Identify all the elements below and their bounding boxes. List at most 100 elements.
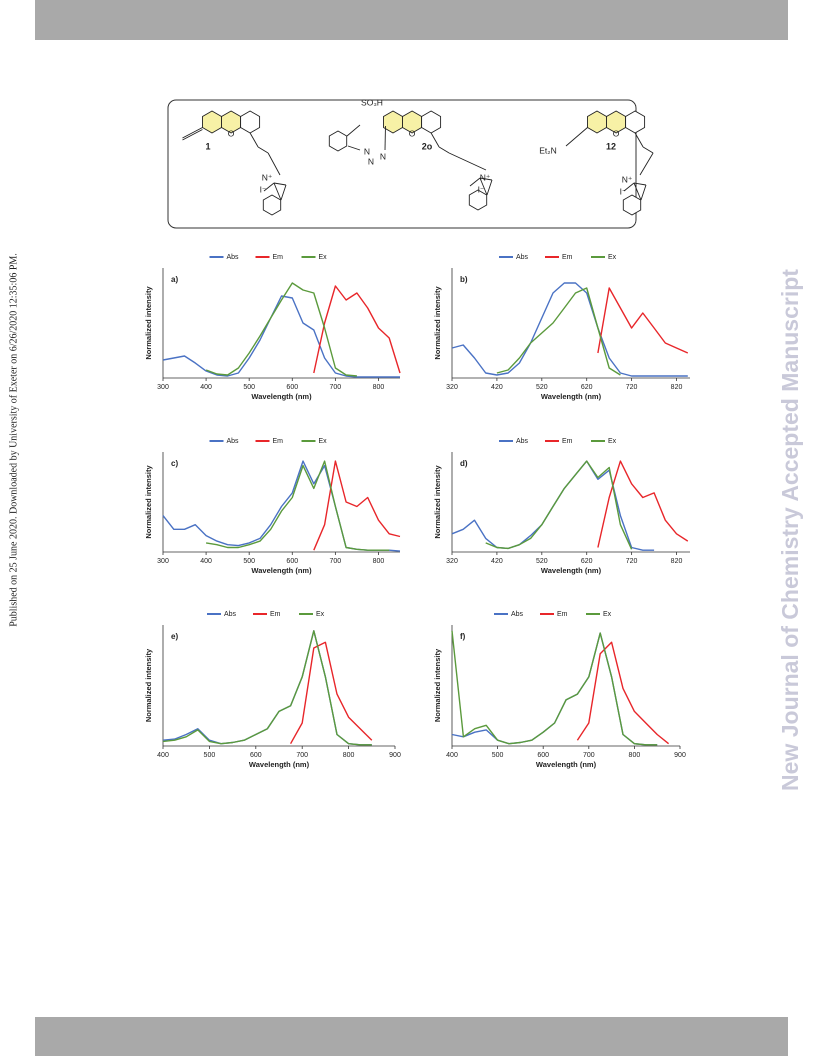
- x-tick-label: 600: [286, 384, 298, 391]
- bond: [469, 177, 481, 187]
- ring: [262, 194, 282, 216]
- series-line: [451, 282, 688, 377]
- x-axis-label: Wavelength (nm): [251, 566, 312, 575]
- x-tick-label: 800: [373, 558, 385, 565]
- chart-title: e): [171, 632, 178, 641]
- x-tick-label: 400: [200, 558, 212, 565]
- legend-label: Abs: [516, 254, 529, 261]
- x-tick-label: 900: [674, 752, 686, 759]
- series-line: [451, 630, 658, 746]
- x-tick-label: 600: [537, 752, 549, 759]
- watermark: New Journal of Chemistry Accepted Manusc…: [777, 269, 803, 791]
- bond: [639, 152, 654, 176]
- bond: [347, 145, 361, 151]
- x-tick-label: 500: [204, 752, 216, 759]
- x-tick-label: 500: [492, 752, 504, 759]
- x-axis-label: Wavelength (nm): [536, 760, 597, 769]
- ring: [421, 110, 442, 134]
- compound-label: 2o: [422, 141, 433, 151]
- legend-label: Em: [273, 438, 284, 445]
- series-line: [597, 460, 689, 548]
- bond: [273, 182, 287, 186]
- bond: [267, 152, 281, 176]
- x-tick-label: 700: [330, 384, 342, 391]
- legend-label: Ex: [319, 254, 328, 261]
- bond: [633, 182, 642, 201]
- x-tick-label: 400: [157, 752, 169, 759]
- header-bar: [35, 0, 788, 40]
- y-axis-label: Normalized intensity: [144, 648, 153, 722]
- bond: [479, 177, 493, 181]
- x-tick-label: 800: [373, 384, 385, 391]
- series-line: [313, 460, 401, 551]
- legend-label: Ex: [603, 611, 612, 618]
- bond: [273, 182, 282, 201]
- x-tick-label: 700: [583, 752, 595, 759]
- x-axis-label: Wavelength (nm): [249, 760, 310, 769]
- x-tick-label: 720: [626, 558, 638, 565]
- bond: [263, 182, 275, 192]
- x-tick-label: 620: [581, 558, 593, 565]
- atom-label: I⁻: [620, 186, 627, 196]
- y-axis-label: Normalized intensity: [433, 648, 442, 722]
- atom-label: I⁻: [260, 184, 267, 194]
- bond: [623, 182, 635, 192]
- x-tick-label: 500: [243, 384, 255, 391]
- atom-label: N: [364, 146, 370, 156]
- bond: [448, 152, 487, 171]
- x-tick-label: 700: [296, 752, 308, 759]
- chart-title: c): [171, 459, 178, 468]
- bond: [438, 146, 450, 154]
- x-tick-label: 600: [286, 558, 298, 565]
- series-line: [162, 460, 401, 552]
- atom-label: N: [380, 151, 386, 161]
- atom-label: Et₂N: [539, 145, 556, 155]
- x-tick-label: 300: [157, 558, 169, 565]
- compound-label: 12: [606, 141, 616, 151]
- atom-label: N: [368, 156, 374, 166]
- ring: [383, 110, 403, 134]
- atom-label: SO₃H: [361, 97, 383, 107]
- legend-label: Em: [562, 254, 573, 261]
- ring: [240, 110, 261, 134]
- x-tick-label: 620: [581, 384, 593, 391]
- x-axis-label: Wavelength (nm): [541, 566, 602, 575]
- ring: [328, 130, 348, 152]
- footer-bar: [35, 1017, 788, 1056]
- bond: [280, 184, 287, 201]
- series-line: [205, 460, 390, 551]
- x-tick-label: 700: [330, 558, 342, 565]
- chart-title: b): [460, 275, 468, 284]
- legend-label: Abs: [224, 611, 237, 618]
- ring: [587, 110, 607, 134]
- x-tick-label: 300: [157, 384, 169, 391]
- x-axis-label: Wavelength (nm): [541, 392, 602, 401]
- x-tick-label: 900: [389, 752, 401, 759]
- chart-title: d): [460, 459, 468, 468]
- bond: [257, 146, 269, 154]
- legend-label: Ex: [316, 611, 325, 618]
- series-line: [485, 460, 633, 550]
- series-line: [451, 632, 658, 746]
- bond: [430, 132, 440, 148]
- x-tick-label: 320: [446, 558, 458, 565]
- legend-label: Em: [273, 254, 284, 261]
- chart-title: a): [171, 275, 178, 284]
- x-tick-label: 420: [491, 558, 503, 565]
- legend-label: Abs: [516, 438, 529, 445]
- atom-label: N⁺: [622, 174, 633, 184]
- atom-label: I⁻: [478, 184, 485, 194]
- legend-label: Abs: [227, 438, 240, 445]
- x-tick-label: 820: [671, 384, 683, 391]
- x-tick-label: 420: [491, 384, 503, 391]
- x-tick-label: 800: [629, 752, 641, 759]
- series-line: [205, 282, 357, 377]
- ring: [625, 110, 646, 134]
- x-tick-label: 520: [536, 558, 548, 565]
- legend-label: Abs: [511, 611, 524, 618]
- bond: [346, 124, 361, 137]
- x-tick-label: 820: [671, 558, 683, 565]
- x-tick-label: 600: [250, 752, 262, 759]
- bond: [565, 127, 588, 147]
- series-line: [576, 641, 670, 745]
